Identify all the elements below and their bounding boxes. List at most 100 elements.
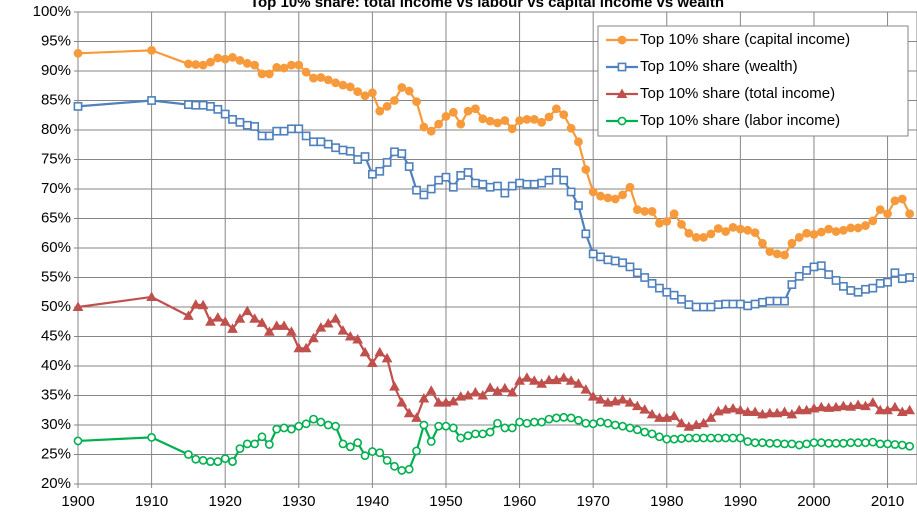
marker: [447, 395, 459, 406]
marker: [500, 188, 510, 198]
marker: [890, 268, 900, 278]
marker: [618, 421, 628, 431]
marker: [846, 223, 856, 233]
marker: [493, 118, 502, 128]
marker: [241, 305, 253, 316]
marker: [183, 450, 193, 459]
marker: [684, 433, 694, 443]
marker: [242, 58, 252, 68]
series: [72, 291, 915, 431]
marker: [250, 122, 260, 131]
y-tick-label: 50%: [41, 298, 71, 315]
marker: [434, 119, 444, 129]
marker: [272, 126, 282, 136]
marker: [514, 375, 525, 385]
y-tick-label: 25%: [41, 445, 71, 462]
marker: [816, 261, 826, 271]
marker: [536, 378, 548, 388]
marker: [735, 433, 745, 443]
marker: [382, 455, 392, 465]
marker: [279, 423, 289, 433]
marker: [581, 229, 591, 239]
marker: [462, 389, 474, 400]
marker: [381, 352, 393, 363]
marker: [471, 178, 480, 188]
marker: [337, 325, 349, 335]
marker: [286, 326, 297, 336]
marker: [735, 299, 745, 309]
marker: [257, 69, 267, 79]
marker: [425, 385, 437, 395]
marker: [802, 266, 812, 275]
marker: [831, 227, 841, 236]
marker: [543, 374, 555, 385]
marker: [191, 100, 201, 110]
marker: [618, 190, 628, 200]
marker: [397, 149, 407, 158]
marker: [713, 300, 723, 310]
marker: [647, 278, 657, 288]
marker: [433, 397, 444, 407]
marker: [624, 397, 636, 407]
marker: [831, 438, 841, 448]
marker: [743, 301, 753, 311]
marker: [256, 317, 268, 327]
marker: [301, 419, 311, 429]
marker: [271, 320, 283, 330]
marker: [242, 120, 252, 130]
x-tick-label: 2010: [871, 493, 904, 510]
marker: [212, 312, 224, 322]
marker: [294, 124, 304, 134]
marker: [353, 155, 363, 164]
marker: [293, 342, 305, 353]
marker: [853, 287, 863, 297]
marker: [471, 429, 480, 439]
marker: [367, 169, 377, 179]
marker: [632, 268, 642, 278]
marker: [905, 273, 915, 282]
marker: [596, 252, 605, 262]
marker: [616, 88, 628, 98]
marker: [823, 402, 835, 412]
marker: [507, 181, 517, 191]
marker: [360, 451, 370, 461]
marker: [544, 414, 554, 424]
chart-title: Top 10% share: total income vs labour vs…: [250, 0, 724, 11]
marker: [551, 168, 561, 177]
marker: [676, 417, 687, 428]
marker: [764, 407, 776, 418]
marker: [750, 438, 760, 448]
marker: [904, 404, 915, 415]
marker: [742, 406, 754, 417]
marker: [257, 432, 267, 442]
marker: [721, 227, 731, 236]
marker: [331, 143, 340, 153]
marker: [793, 404, 805, 415]
marker: [639, 404, 651, 414]
marker: [287, 60, 296, 70]
marker: [735, 224, 745, 234]
marker: [440, 397, 452, 407]
marker: [824, 224, 834, 234]
marker: [389, 381, 400, 391]
marker: [492, 385, 503, 396]
marker: [699, 433, 708, 443]
marker: [691, 232, 701, 242]
marker: [441, 172, 451, 182]
series: [73, 412, 915, 475]
marker: [294, 421, 304, 431]
marker: [257, 131, 267, 141]
marker: [824, 270, 834, 279]
marker: [603, 418, 613, 428]
marker: [235, 55, 245, 65]
marker: [655, 432, 664, 442]
marker: [419, 420, 429, 430]
y-tick-label: 75%: [41, 150, 71, 167]
marker: [809, 438, 819, 448]
marker: [580, 384, 592, 394]
marker: [846, 286, 856, 295]
marker: [529, 114, 539, 124]
marker: [300, 342, 312, 353]
marker: [839, 225, 848, 235]
marker: [705, 412, 717, 422]
